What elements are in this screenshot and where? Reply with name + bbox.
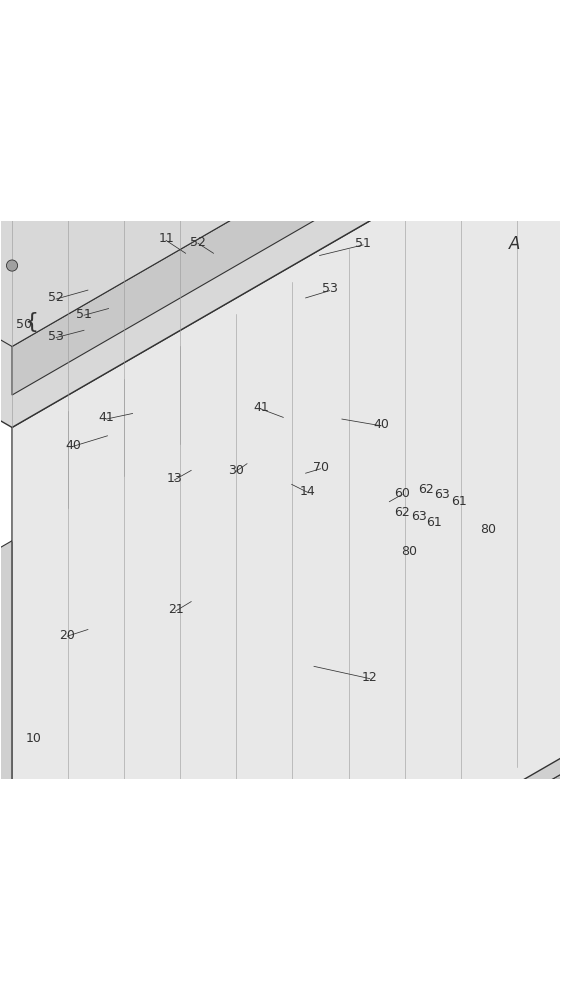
Polygon shape (236, 411, 561, 751)
Text: 51: 51 (76, 308, 92, 321)
Text: 40: 40 (373, 418, 389, 431)
Polygon shape (0, 0, 561, 346)
Text: 12: 12 (362, 671, 378, 684)
Text: 50: 50 (16, 318, 32, 331)
Text: 21: 21 (168, 603, 183, 616)
Polygon shape (12, 686, 561, 1000)
Polygon shape (236, 0, 561, 686)
Polygon shape (236, 0, 561, 39)
Circle shape (264, 130, 292, 158)
Text: 30: 30 (228, 464, 244, 477)
Circle shape (7, 260, 17, 271)
Polygon shape (559, 792, 561, 889)
Text: 63: 63 (411, 510, 427, 523)
Text: 53: 53 (321, 282, 338, 295)
Text: 62: 62 (418, 483, 434, 496)
Text: 61: 61 (451, 495, 467, 508)
Text: 40: 40 (65, 439, 81, 452)
Polygon shape (12, 0, 561, 395)
Polygon shape (0, 411, 561, 1000)
Text: 51: 51 (355, 237, 371, 250)
Text: 13: 13 (167, 472, 182, 485)
Polygon shape (0, 0, 82, 39)
Text: 61: 61 (426, 516, 442, 529)
Text: 62: 62 (394, 506, 410, 519)
Text: {: { (24, 312, 38, 332)
Polygon shape (250, 0, 306, 160)
Text: 20: 20 (59, 629, 75, 642)
Text: 60: 60 (394, 487, 410, 500)
Polygon shape (12, 39, 561, 1000)
Text: 53: 53 (48, 330, 64, 343)
Text: 10: 10 (26, 732, 42, 745)
Text: 52: 52 (48, 291, 64, 304)
Text: 14: 14 (300, 485, 315, 498)
Text: 11: 11 (158, 232, 174, 245)
Text: 41: 41 (99, 411, 114, 424)
Text: 41: 41 (253, 401, 269, 414)
Text: 80: 80 (401, 545, 417, 558)
Text: 70: 70 (312, 461, 329, 474)
Polygon shape (517, 767, 561, 840)
Text: 63: 63 (435, 488, 450, 501)
Ellipse shape (256, 132, 300, 156)
Text: A: A (509, 235, 521, 253)
Polygon shape (0, 0, 561, 427)
Text: 52: 52 (190, 236, 206, 249)
Text: 80: 80 (480, 523, 496, 536)
